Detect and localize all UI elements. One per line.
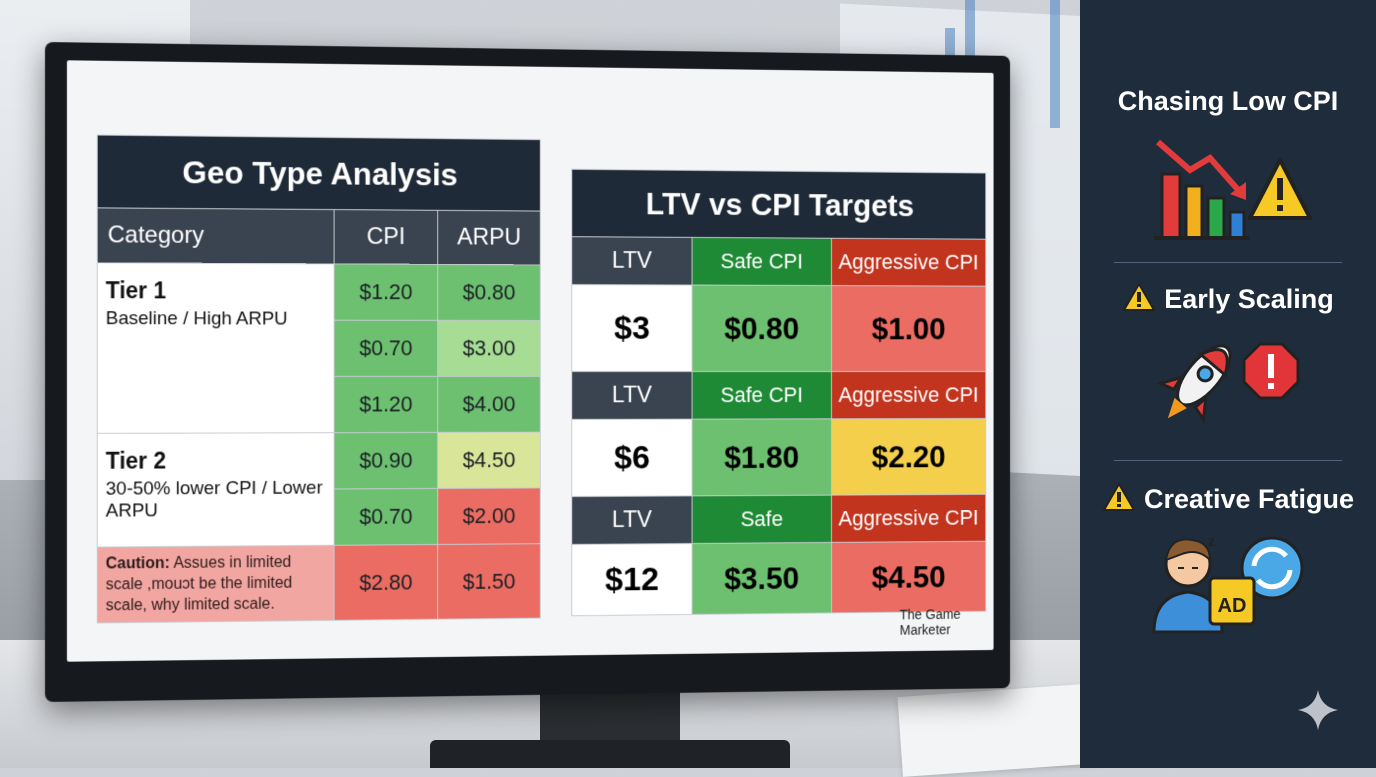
tier1-arpu-3: $4.00 xyxy=(438,376,541,432)
svg-text:z: z xyxy=(1208,533,1215,549)
aggressive-value-3: $4.50 xyxy=(831,541,985,613)
safe-value-3: $3.50 xyxy=(692,542,831,614)
tier1-arpu-1: $0.80 xyxy=(438,264,541,320)
aggressive-value-2: $2.20 xyxy=(831,419,985,496)
column-cpi: CPI xyxy=(334,210,438,265)
sidebar-title-3: Creative Fatigue xyxy=(1144,484,1354,514)
sidebar-title-2: Early Scaling xyxy=(1164,284,1334,314)
safe-value-1: $0.80 xyxy=(692,285,831,371)
column-category: Category xyxy=(97,208,334,264)
ltv-value-1: $3 xyxy=(572,285,692,372)
tier2-arpu-1: $4.50 xyxy=(438,432,541,488)
tier1-name: Tier 1 xyxy=(106,277,326,305)
sidebar-title-1: Chasing Low CPI xyxy=(1080,86,1376,117)
column-arpu: ARPU xyxy=(438,210,541,265)
safe-header-3: Safe xyxy=(692,495,831,543)
ad-label: AD xyxy=(1218,595,1247,617)
safe-header-2: Safe CPI xyxy=(692,372,831,420)
falling-bar-chart-warning-icon xyxy=(1154,134,1314,244)
ltv-header-3: LTV xyxy=(572,496,692,545)
tier1-arpu-2: $3.00 xyxy=(438,320,541,376)
tired-person-ad-refresh-icon: z AD xyxy=(1148,526,1328,636)
tier1-desc: Baseline / High ARPU xyxy=(106,308,326,330)
ltv-header-2: LTV xyxy=(572,372,692,420)
rocket-stop-icon xyxy=(1150,330,1310,426)
ltv-cpi-table: LTV vs CPI Targets LTV Safe CPI Aggressi… xyxy=(571,169,986,616)
sidebar-title-3-row: Creative Fatigue xyxy=(1080,482,1376,515)
tier2-cpi-1: $0.90 xyxy=(334,432,438,489)
ltv-value-3: $12 xyxy=(572,544,692,616)
tier1-cell: Tier 1 Baseline / High ARPU xyxy=(97,263,334,434)
tier1-cpi-2: $0.70 xyxy=(334,320,438,376)
caution-arpu: $1.50 xyxy=(438,544,541,619)
sidebar-divider-1 xyxy=(1114,262,1342,263)
sidebar-divider-2 xyxy=(1114,460,1342,461)
monitor: Geo Type Analysis Category CPI ARPU Tier… xyxy=(45,42,1010,702)
aggressive-header-1: Aggressive CPI xyxy=(831,238,985,286)
geo-table-title: Geo Type Analysis xyxy=(97,135,540,211)
ltv-table-title: LTV vs CPI Targets xyxy=(572,169,986,239)
tier2-desc: 30-50% lower CPI / Lower ARPU xyxy=(106,478,326,523)
sidebar-title-2-row: Early Scaling xyxy=(1080,282,1376,315)
tier1-cpi-1: $1.20 xyxy=(334,264,438,321)
desk-paper xyxy=(897,683,1102,777)
aggressive-header-3: Aggressive CPI xyxy=(831,494,985,542)
tier1-cpi-3: $1.20 xyxy=(334,376,438,432)
tier2-cpi-2: $0.70 xyxy=(334,488,438,545)
caution-label: Caution: xyxy=(106,555,170,572)
aggressive-value-1: $1.00 xyxy=(831,286,985,372)
warning-icon xyxy=(1102,482,1136,512)
caution-cpi: $2.80 xyxy=(334,544,438,620)
safe-value-2: $1.80 xyxy=(692,419,831,496)
tier2-cell: Tier 2 30-50% lower CPI / Lower ARPU xyxy=(97,433,334,547)
caution-cell: Caution: Assues in limited scale ,mouɔt … xyxy=(97,545,334,623)
warning-icon xyxy=(1122,282,1156,312)
credit-text: The Game Marketer xyxy=(900,606,1010,638)
safe-header-1: Safe CPI xyxy=(692,237,831,285)
tier2-arpu-2: $2.00 xyxy=(438,488,541,545)
monitor-base xyxy=(430,740,790,768)
ltv-header-1: LTV xyxy=(572,237,692,285)
sidebar-panel: Chasing Low CPI Early Scaling xyxy=(1080,0,1376,768)
ltv-value-2: $6 xyxy=(572,419,692,496)
sparkle-icon xyxy=(1298,690,1338,730)
geo-type-table: Geo Type Analysis Category CPI ARPU Tier… xyxy=(97,135,541,624)
tier2-name: Tier 2 xyxy=(106,447,326,475)
aggressive-header-2: Aggressive CPI xyxy=(831,372,985,419)
